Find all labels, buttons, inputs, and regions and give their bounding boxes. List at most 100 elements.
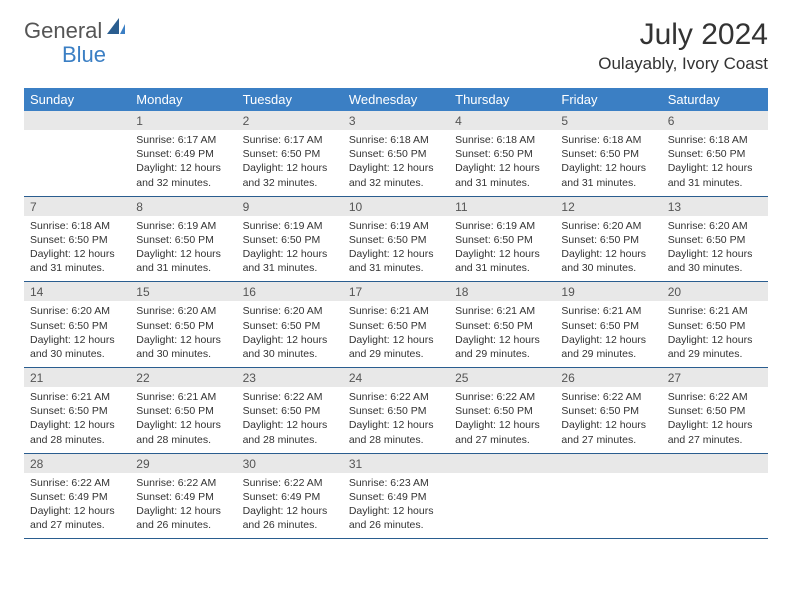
logo-text-blue: Blue bbox=[62, 42, 134, 68]
sunset-text: Sunset: 6:50 PM bbox=[668, 147, 762, 161]
day-cell: Sunrise: 6:20 AMSunset: 6:50 PMDaylight:… bbox=[555, 216, 661, 282]
daylight-text-1: Daylight: 12 hours bbox=[243, 333, 337, 347]
day-cell: Sunrise: 6:17 AMSunset: 6:49 PMDaylight:… bbox=[130, 130, 236, 196]
daylight-text-2: and 32 minutes. bbox=[349, 176, 443, 190]
sunset-text: Sunset: 6:50 PM bbox=[136, 319, 230, 333]
daylight-text-2: and 28 minutes. bbox=[243, 433, 337, 447]
daylight-text-2: and 31 minutes. bbox=[243, 261, 337, 275]
sunset-text: Sunset: 6:50 PM bbox=[455, 233, 549, 247]
sunrise-text: Sunrise: 6:18 AM bbox=[561, 133, 655, 147]
sunset-text: Sunset: 6:50 PM bbox=[349, 233, 443, 247]
sunrise-text: Sunrise: 6:21 AM bbox=[136, 390, 230, 404]
sunset-text: Sunset: 6:50 PM bbox=[136, 233, 230, 247]
daylight-text-2: and 28 minutes. bbox=[349, 433, 443, 447]
sunset-text: Sunset: 6:50 PM bbox=[30, 233, 124, 247]
day-number-row: 21222324252627 bbox=[24, 368, 768, 388]
day-cell: Sunrise: 6:22 AMSunset: 6:49 PMDaylight:… bbox=[130, 473, 236, 539]
day-cell: Sunrise: 6:22 AMSunset: 6:49 PMDaylight:… bbox=[237, 473, 343, 539]
sunset-text: Sunset: 6:49 PM bbox=[136, 147, 230, 161]
daylight-text-2: and 30 minutes. bbox=[136, 347, 230, 361]
day-number-row: 123456 bbox=[24, 111, 768, 130]
day-number: 14 bbox=[24, 282, 130, 302]
daylight-text-1: Daylight: 12 hours bbox=[243, 161, 337, 175]
daylight-text-1: Daylight: 12 hours bbox=[243, 418, 337, 432]
daylight-text-2: and 30 minutes. bbox=[561, 261, 655, 275]
sunset-text: Sunset: 6:49 PM bbox=[136, 490, 230, 504]
sunset-text: Sunset: 6:50 PM bbox=[455, 147, 549, 161]
sunrise-text: Sunrise: 6:17 AM bbox=[243, 133, 337, 147]
sunrise-text: Sunrise: 6:18 AM bbox=[30, 219, 124, 233]
day-content-row: Sunrise: 6:20 AMSunset: 6:50 PMDaylight:… bbox=[24, 301, 768, 367]
day-cell: Sunrise: 6:22 AMSunset: 6:50 PMDaylight:… bbox=[237, 387, 343, 453]
daylight-text-1: Daylight: 12 hours bbox=[561, 161, 655, 175]
day-cell: Sunrise: 6:17 AMSunset: 6:50 PMDaylight:… bbox=[237, 130, 343, 196]
day-number: 10 bbox=[343, 196, 449, 216]
day-cell: Sunrise: 6:19 AMSunset: 6:50 PMDaylight:… bbox=[130, 216, 236, 282]
day-cell: Sunrise: 6:18 AMSunset: 6:50 PMDaylight:… bbox=[24, 216, 130, 282]
day-cell: Sunrise: 6:22 AMSunset: 6:49 PMDaylight:… bbox=[24, 473, 130, 539]
daylight-text-2: and 31 minutes. bbox=[455, 176, 549, 190]
daylight-text-1: Daylight: 12 hours bbox=[455, 247, 549, 261]
sunrise-text: Sunrise: 6:22 AM bbox=[243, 390, 337, 404]
daylight-text-2: and 31 minutes. bbox=[668, 176, 762, 190]
day-number: 13 bbox=[662, 196, 768, 216]
sunset-text: Sunset: 6:50 PM bbox=[243, 233, 337, 247]
sunrise-text: Sunrise: 6:22 AM bbox=[668, 390, 762, 404]
day-cell: Sunrise: 6:22 AMSunset: 6:50 PMDaylight:… bbox=[449, 387, 555, 453]
day-cell: Sunrise: 6:19 AMSunset: 6:50 PMDaylight:… bbox=[449, 216, 555, 282]
sunrise-text: Sunrise: 6:21 AM bbox=[30, 390, 124, 404]
sunset-text: Sunset: 6:50 PM bbox=[136, 404, 230, 418]
daylight-text-1: Daylight: 12 hours bbox=[349, 333, 443, 347]
day-cell: Sunrise: 6:19 AMSunset: 6:50 PMDaylight:… bbox=[237, 216, 343, 282]
daylight-text-1: Daylight: 12 hours bbox=[136, 161, 230, 175]
daylight-text-1: Daylight: 12 hours bbox=[668, 333, 762, 347]
daylight-text-1: Daylight: 12 hours bbox=[561, 418, 655, 432]
daylight-text-1: Daylight: 12 hours bbox=[455, 333, 549, 347]
day-number: 23 bbox=[237, 368, 343, 388]
sunrise-text: Sunrise: 6:22 AM bbox=[136, 476, 230, 490]
title-block: July 2024 Oulayably, Ivory Coast bbox=[598, 18, 768, 74]
day-cell bbox=[662, 473, 768, 539]
sunset-text: Sunset: 6:50 PM bbox=[668, 233, 762, 247]
daylight-text-1: Daylight: 12 hours bbox=[136, 247, 230, 261]
day-number: 30 bbox=[237, 453, 343, 473]
daylight-text-1: Daylight: 12 hours bbox=[30, 333, 124, 347]
day-number: 12 bbox=[555, 196, 661, 216]
weekday-header: Friday bbox=[555, 88, 661, 111]
sunrise-text: Sunrise: 6:18 AM bbox=[668, 133, 762, 147]
daylight-text-1: Daylight: 12 hours bbox=[30, 504, 124, 518]
sunrise-text: Sunrise: 6:20 AM bbox=[668, 219, 762, 233]
day-number bbox=[449, 453, 555, 473]
sunset-text: Sunset: 6:50 PM bbox=[668, 319, 762, 333]
day-number: 31 bbox=[343, 453, 449, 473]
daylight-text-2: and 31 minutes. bbox=[136, 261, 230, 275]
sunrise-text: Sunrise: 6:23 AM bbox=[349, 476, 443, 490]
day-cell: Sunrise: 6:21 AMSunset: 6:50 PMDaylight:… bbox=[662, 301, 768, 367]
daylight-text-1: Daylight: 12 hours bbox=[136, 504, 230, 518]
day-cell: Sunrise: 6:21 AMSunset: 6:50 PMDaylight:… bbox=[24, 387, 130, 453]
sunrise-text: Sunrise: 6:20 AM bbox=[30, 304, 124, 318]
daylight-text-2: and 29 minutes. bbox=[561, 347, 655, 361]
sunrise-text: Sunrise: 6:21 AM bbox=[349, 304, 443, 318]
daylight-text-1: Daylight: 12 hours bbox=[30, 247, 124, 261]
sunset-text: Sunset: 6:50 PM bbox=[561, 404, 655, 418]
day-cell: Sunrise: 6:18 AMSunset: 6:50 PMDaylight:… bbox=[343, 130, 449, 196]
sunrise-text: Sunrise: 6:18 AM bbox=[349, 133, 443, 147]
day-cell: Sunrise: 6:22 AMSunset: 6:50 PMDaylight:… bbox=[555, 387, 661, 453]
day-number: 6 bbox=[662, 111, 768, 130]
logo: General Blue bbox=[24, 18, 134, 68]
weekday-header: Wednesday bbox=[343, 88, 449, 111]
sunrise-text: Sunrise: 6:20 AM bbox=[243, 304, 337, 318]
daylight-text-1: Daylight: 12 hours bbox=[243, 247, 337, 261]
day-number bbox=[24, 111, 130, 130]
sunrise-text: Sunrise: 6:21 AM bbox=[455, 304, 549, 318]
sunset-text: Sunset: 6:49 PM bbox=[349, 490, 443, 504]
day-number bbox=[555, 453, 661, 473]
day-cell: Sunrise: 6:20 AMSunset: 6:50 PMDaylight:… bbox=[130, 301, 236, 367]
day-cell: Sunrise: 6:21 AMSunset: 6:50 PMDaylight:… bbox=[555, 301, 661, 367]
location-text: Oulayably, Ivory Coast bbox=[598, 54, 768, 74]
day-number: 24 bbox=[343, 368, 449, 388]
daylight-text-2: and 27 minutes. bbox=[668, 433, 762, 447]
day-number-row: 28293031 bbox=[24, 453, 768, 473]
day-number: 16 bbox=[237, 282, 343, 302]
